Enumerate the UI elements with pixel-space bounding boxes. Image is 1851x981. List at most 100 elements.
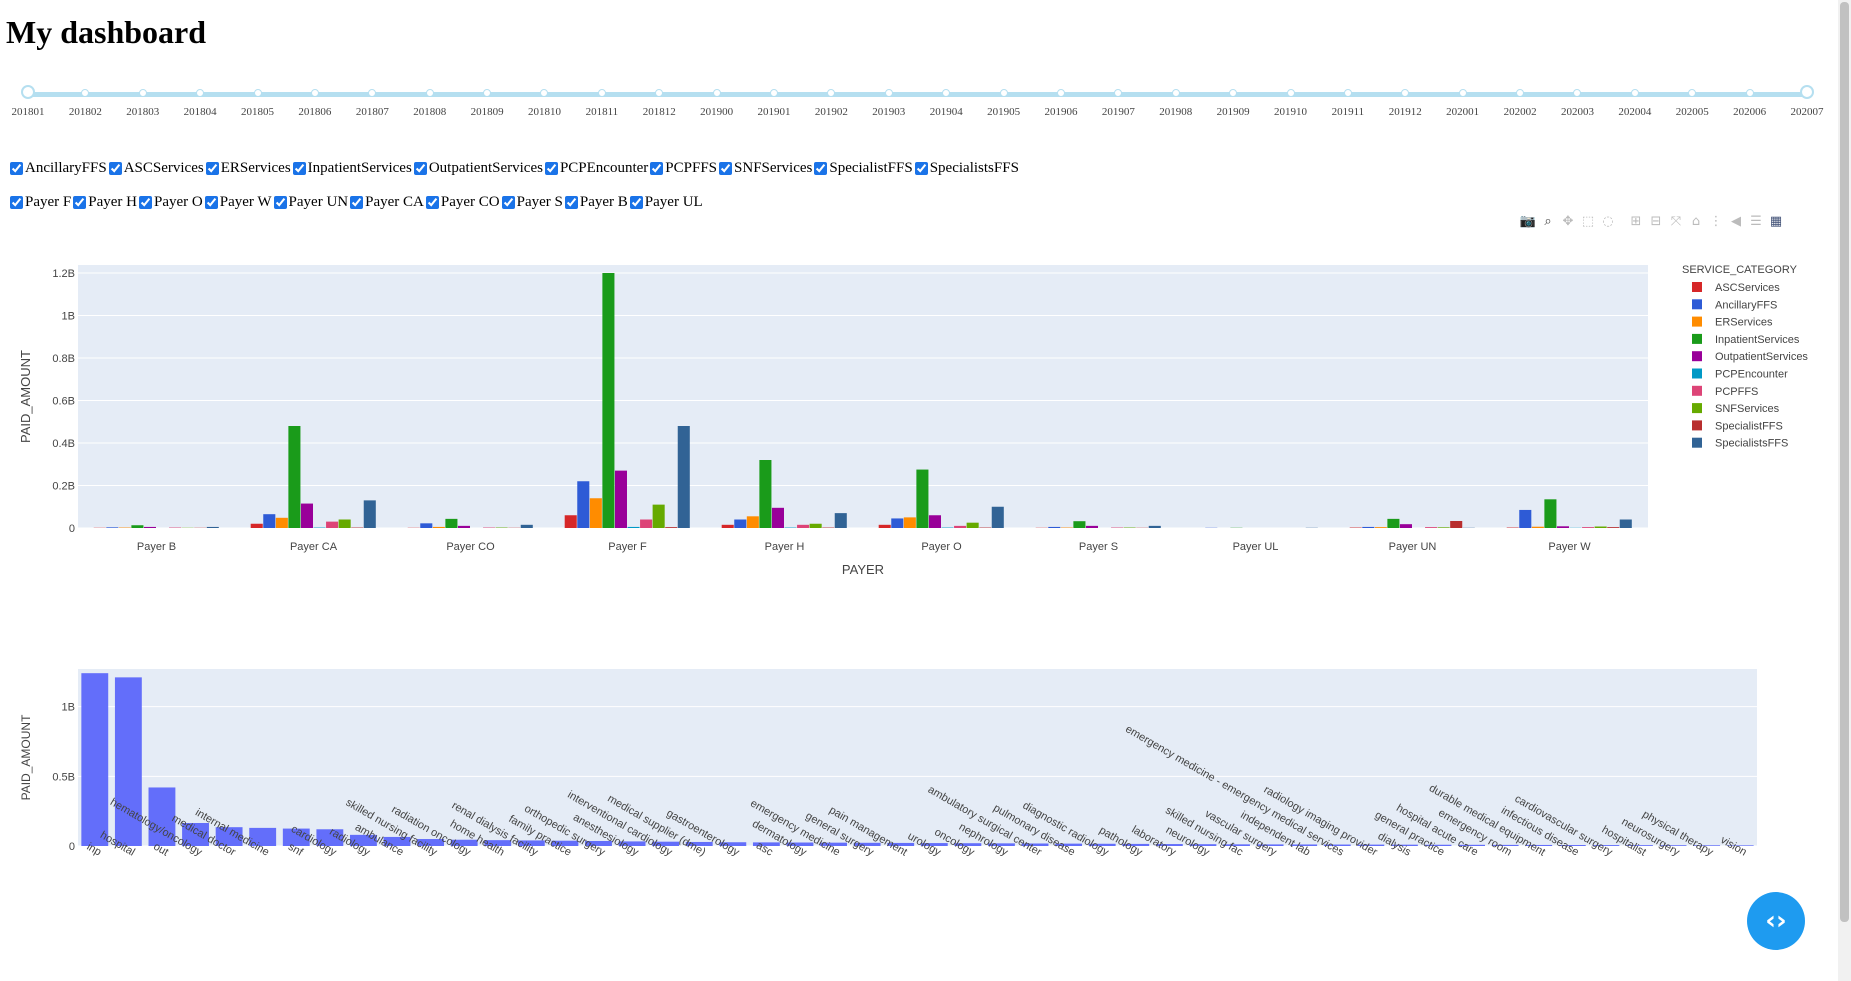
payer-filter-option[interactable]: Payer S xyxy=(500,194,563,211)
legend-item-label[interactable]: ERServices xyxy=(1715,317,1773,329)
legend-item-label[interactable]: SNFServices xyxy=(1715,403,1780,415)
bar[interactable] xyxy=(677,426,690,528)
legend-item-label[interactable]: PCPEncounter xyxy=(1715,369,1788,381)
payer-filter-option[interactable]: Payer UL xyxy=(628,194,703,211)
payer-filter-option[interactable]: Payer UN xyxy=(272,194,348,211)
payer-filter-checkbox[interactable] xyxy=(425,196,439,209)
bar[interactable] xyxy=(1582,527,1595,528)
bar[interactable] xyxy=(771,507,784,528)
bar[interactable] xyxy=(1155,844,1183,846)
payer-filter-option[interactable]: Payer CO xyxy=(424,194,500,211)
bar[interactable] xyxy=(853,842,881,846)
bar[interactable] xyxy=(1073,521,1086,528)
slider-mark-dot[interactable] xyxy=(597,89,606,97)
bar[interactable] xyxy=(834,513,847,528)
slider-end-handle[interactable] xyxy=(1800,85,1814,99)
service-filter-option[interactable]: AncillaryFFS xyxy=(8,160,107,177)
slider-mark-label[interactable]: 201809 xyxy=(470,106,504,118)
bar[interactable] xyxy=(786,842,814,846)
slider-mark-label[interactable]: 201803 xyxy=(126,106,160,118)
legend-item-label[interactable]: AncillaryFFS xyxy=(1715,299,1777,311)
bar[interactable] xyxy=(349,834,377,846)
slider-mark-label[interactable]: 201901 xyxy=(757,106,791,118)
slider-mark-dot[interactable] xyxy=(655,89,664,97)
bar[interactable] xyxy=(250,523,263,528)
bar[interactable] xyxy=(148,787,176,846)
legend-swatch[interactable] xyxy=(1692,368,1702,379)
bar[interactable] xyxy=(988,843,1015,846)
slider-mark-dot[interactable] xyxy=(1745,89,1754,97)
service-filter-checkbox[interactable] xyxy=(292,162,306,175)
bar[interactable] xyxy=(1531,526,1544,528)
payer-filter-checkbox[interactable] xyxy=(273,196,287,209)
bar[interactable] xyxy=(1290,844,1318,846)
bar[interactable] xyxy=(275,517,288,528)
service-filter-checkbox[interactable] xyxy=(205,162,219,175)
bar[interactable] xyxy=(1223,844,1250,846)
legend-item-label[interactable]: SpecialistFFS xyxy=(1715,420,1783,432)
bar[interactable] xyxy=(363,500,376,528)
bar[interactable] xyxy=(585,840,612,846)
bar[interactable] xyxy=(809,523,822,528)
payer-filter-option[interactable]: Payer W xyxy=(203,194,272,211)
payer-filter-checkbox[interactable] xyxy=(350,196,364,209)
bar[interactable] xyxy=(1626,845,1653,846)
payer-filter-option[interactable]: Payer H xyxy=(71,194,137,211)
bar[interactable] xyxy=(1491,844,1519,846)
lasso-icon[interactable]: ◌ xyxy=(1602,213,1614,229)
bar[interactable] xyxy=(916,469,929,528)
service-filter-option[interactable]: ERServices xyxy=(204,160,291,177)
legend-swatch[interactable] xyxy=(1692,333,1702,344)
code-toggle-button[interactable]: ‹› xyxy=(1747,892,1805,950)
payer-service-bar-chart[interactable]: 0 0.2B 0.4B 0.6B 0.8B 1B 1.2B Payer B Payer CA Pa… xyxy=(0,255,1838,595)
plotly-logo-icon[interactable]: ▦ xyxy=(1769,213,1783,229)
slider-mark-dot[interactable] xyxy=(770,89,779,97)
bar[interactable] xyxy=(1519,509,1532,528)
bar[interactable] xyxy=(820,842,847,846)
legend-swatch[interactable] xyxy=(1692,420,1702,431)
bar[interactable] xyxy=(1323,844,1351,846)
legend-swatch[interactable] xyxy=(1692,316,1702,327)
slider-mark-dot[interactable] xyxy=(942,89,951,97)
bar[interactable] xyxy=(627,526,640,528)
service-filter-checkbox[interactable] xyxy=(814,162,828,175)
slider-mark-dot[interactable] xyxy=(1114,89,1123,97)
bar[interactable] xyxy=(457,525,470,528)
bar[interactable] xyxy=(920,843,948,846)
bar[interactable] xyxy=(517,840,545,846)
bar[interactable] xyxy=(1558,845,1586,846)
slider-mark-label[interactable]: 201810 xyxy=(527,106,561,118)
slider-mark-label[interactable]: 201903 xyxy=(872,106,906,118)
bar[interactable] xyxy=(1085,525,1098,528)
payer-filter-checkbox[interactable] xyxy=(73,196,87,209)
bar[interactable] xyxy=(1399,524,1412,528)
service-filter-option[interactable]: ASCServices xyxy=(107,160,204,177)
legend-swatch[interactable] xyxy=(1692,351,1702,362)
bar[interactable] xyxy=(288,426,301,528)
bar[interactable] xyxy=(1387,518,1400,528)
service-filter-checkbox[interactable] xyxy=(544,162,558,175)
legend-swatch[interactable] xyxy=(1692,403,1702,414)
slider-mark-label[interactable]: 201801 xyxy=(11,106,45,118)
bar[interactable] xyxy=(551,840,579,846)
slider-mark-label[interactable]: 201812 xyxy=(642,106,676,118)
legend-item-label[interactable]: ASCServices xyxy=(1715,282,1780,294)
slider-mark-label[interactable]: 201912 xyxy=(1388,106,1422,118)
bar[interactable] xyxy=(420,523,433,528)
slider-mark-label[interactable]: 201806 xyxy=(298,106,332,118)
bar[interactable] xyxy=(954,525,967,528)
service-filter-checkbox[interactable] xyxy=(10,162,23,175)
bar[interactable] xyxy=(450,839,478,846)
slider-mark-label[interactable]: 202006 xyxy=(1733,106,1767,118)
slider-mark-dot[interactable] xyxy=(1630,89,1639,97)
bar[interactable] xyxy=(746,516,759,528)
payer-filter-option[interactable]: Payer CA xyxy=(348,194,424,211)
slider-mark-dot[interactable] xyxy=(827,89,836,97)
payer-filter-checkbox[interactable] xyxy=(10,196,23,209)
box-select-icon[interactable]: ⬚ xyxy=(1581,213,1595,229)
service-filter-option[interactable]: PCPEncounter xyxy=(543,160,648,177)
slider-mark-dot[interactable] xyxy=(425,89,434,97)
scrollbar-thumb[interactable] xyxy=(1840,2,1849,922)
bar[interactable] xyxy=(1055,843,1083,846)
bar[interactable] xyxy=(564,515,577,528)
